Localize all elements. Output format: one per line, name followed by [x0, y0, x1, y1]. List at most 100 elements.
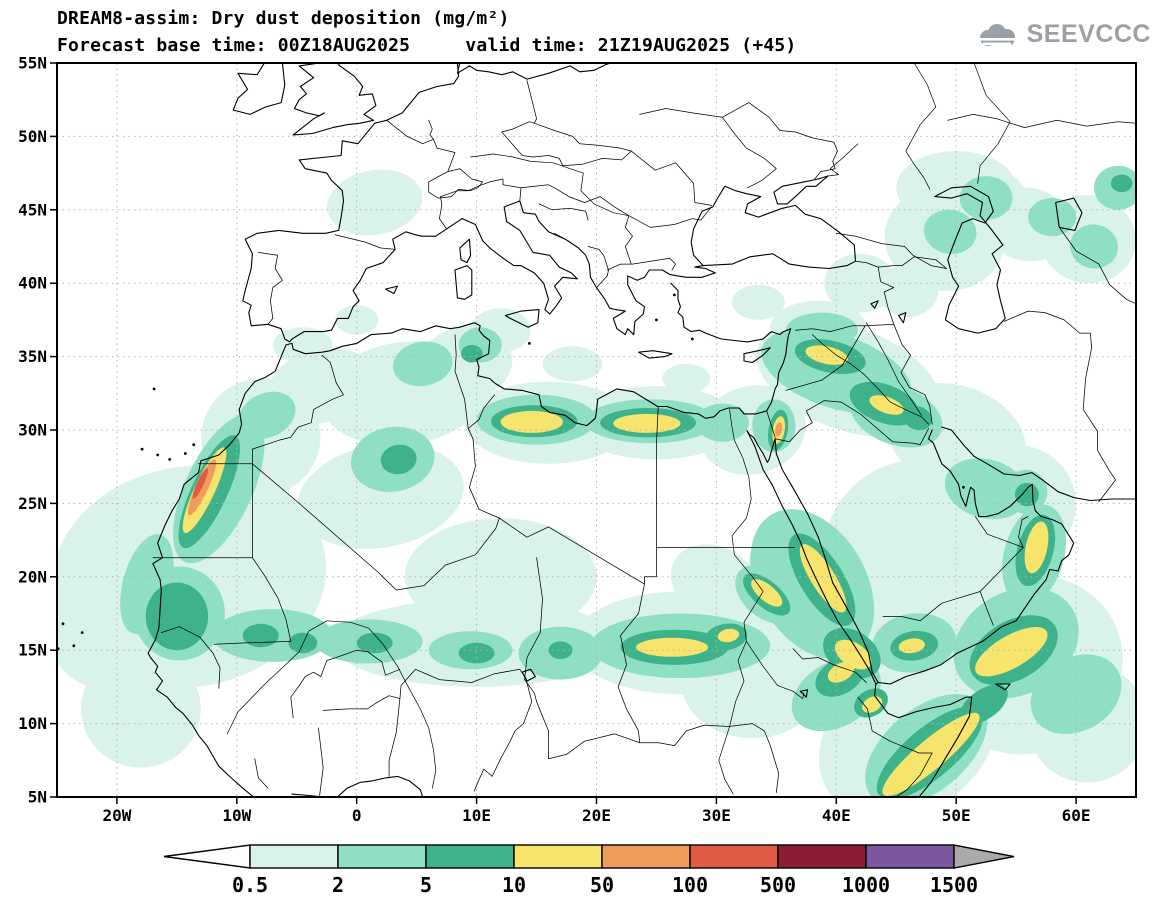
country-border [877, 256, 947, 269]
island-dot [691, 337, 694, 341]
country-border [947, 114, 1136, 128]
legend-segment [689, 844, 779, 869]
country-border [252, 354, 344, 465]
dust-region-band6 [192, 468, 209, 499]
dust-region-band2 [392, 341, 453, 387]
country-border [520, 184, 555, 189]
country-border [439, 196, 447, 230]
country-border [766, 410, 776, 438]
country-border [974, 516, 1024, 548]
coastline [941, 426, 1136, 502]
legend-segment [513, 844, 603, 869]
legend-value-label: 1000 [842, 873, 890, 897]
dust-region-band3 [548, 641, 573, 659]
coastline [504, 309, 540, 328]
dust-region-band2 [1070, 224, 1118, 269]
seevccc-logo: SEEVCCC [974, 20, 1151, 49]
coastline [147, 282, 792, 797]
legend-value-label: 500 [760, 873, 796, 897]
lon-tick-label: 30E [702, 806, 731, 825]
dust-region-band1 [335, 305, 379, 335]
country-border [440, 178, 522, 202]
dust-region-band1 [272, 327, 333, 363]
dust-region-band3 [356, 632, 393, 654]
graticule [57, 63, 1136, 797]
dust-region-band4 [1024, 521, 1049, 574]
legend-arrow-right [953, 844, 1015, 869]
dust-region-band2 [1028, 198, 1077, 237]
country-border [617, 583, 645, 744]
country-border [399, 668, 527, 699]
lat-tick-label: 15N [18, 641, 47, 660]
legend-colorbar: 0.5 2 5 10 50 100 500 1000 1500 [163, 844, 1015, 897]
dust-region-band1 [542, 346, 603, 382]
dust-region-band3 [458, 642, 495, 664]
legend-value-label: 2 [332, 873, 344, 897]
country-border [877, 266, 895, 325]
lon-tick-label: 60E [1062, 806, 1091, 825]
country-border [526, 80, 632, 152]
dust-region-band4 [975, 626, 1048, 677]
country-border [979, 516, 1029, 592]
country-border [290, 649, 401, 719]
coastline [870, 300, 879, 309]
coastline [690, 185, 857, 270]
coastline [291, 775, 424, 797]
coastline [454, 265, 473, 300]
country-border [1058, 227, 1136, 305]
country-border [473, 677, 533, 792]
dust-region-band3 [380, 444, 417, 475]
legend-arrow-left [163, 844, 251, 869]
island-dot [655, 318, 658, 322]
country-border [554, 187, 630, 217]
dust-region-band4 [717, 628, 740, 643]
legend-value-label: 10 [502, 873, 526, 897]
country-border [835, 232, 947, 269]
lat-tick-label: 25N [18, 494, 47, 513]
country-border [857, 696, 933, 797]
river [746, 641, 805, 699]
lon-tick-label: 10W [222, 806, 251, 825]
country-border [882, 591, 981, 622]
legend-value-label: 100 [672, 873, 708, 897]
river [905, 63, 937, 190]
country-border [254, 758, 269, 789]
dust-contours [57, 151, 1136, 797]
legend-segment [777, 844, 867, 869]
lat-tick-label: 40N [18, 274, 47, 293]
country-border [624, 215, 633, 265]
river [827, 143, 859, 177]
coastline [292, 63, 377, 136]
dust-region-band4 [799, 544, 847, 613]
coastline [232, 63, 286, 115]
dust-region-band2 [238, 391, 296, 439]
dust-region-band3 [1110, 174, 1133, 193]
country-border [606, 257, 676, 271]
country-border [252, 463, 500, 591]
legend-value-label: 1500 [930, 873, 978, 897]
island-dot [80, 631, 84, 634]
island-dot [140, 447, 144, 451]
dust-region-band1 [670, 544, 762, 624]
country-border [779, 130, 838, 180]
country-border [501, 121, 535, 133]
lon-tick-label: 10E [462, 806, 491, 825]
country-border [785, 379, 823, 391]
island-dot [168, 458, 172, 461]
river [811, 334, 929, 425]
lat-tick-label: 30N [18, 421, 47, 440]
country-border [630, 150, 712, 206]
lat-tick-label: 10N [18, 714, 47, 733]
country-border [979, 591, 994, 626]
dust-region-band2 [1030, 654, 1122, 735]
country-border [795, 323, 895, 332]
legend-segment [865, 844, 955, 869]
lat-tick-label: 45N [18, 200, 47, 219]
river [226, 620, 437, 789]
legend-value-label: 50 [590, 873, 614, 897]
lon-tick-label: 50E [942, 806, 971, 825]
country-border [587, 246, 609, 288]
river [973, 63, 1011, 184]
dust-region-band3 [461, 344, 483, 363]
